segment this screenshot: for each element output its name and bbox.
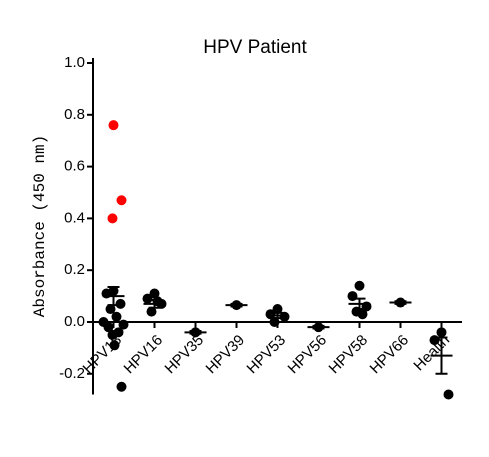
error-bar <box>148 298 161 309</box>
data-point <box>109 340 120 351</box>
data-point <box>105 304 116 315</box>
data-point <box>149 288 160 299</box>
data-point <box>146 306 157 317</box>
x-tick-label: HPV56 <box>285 332 331 378</box>
data-point <box>272 304 283 315</box>
x-tick-label: HPV58 <box>326 332 372 378</box>
y-tick-label: -0.2 <box>59 365 85 382</box>
error-bar <box>394 300 407 305</box>
x-tick-label: HPV16 <box>121 332 167 378</box>
x-tick-label: HPV39 <box>203 332 249 378</box>
data-point <box>115 298 126 309</box>
error-bar <box>435 336 448 375</box>
data-point <box>118 319 129 330</box>
y-tick-label: 0.6 <box>64 158 85 175</box>
y-tick-label: 0.8 <box>64 106 85 123</box>
data-point <box>103 322 114 333</box>
x-tick-label: HPV53 <box>244 332 290 378</box>
data-point <box>269 316 280 327</box>
data-point <box>108 120 119 131</box>
y-tick-label: 0.4 <box>64 209 85 226</box>
chart-title: HPV Patient <box>203 37 307 58</box>
data-point <box>107 213 118 224</box>
data-point <box>111 311 122 322</box>
error-bar <box>353 297 366 311</box>
data-point <box>142 293 153 304</box>
x-tick-label: HPV18 <box>80 332 126 378</box>
x-tick-label: HPV66 <box>367 332 413 378</box>
data-point <box>279 311 290 322</box>
y-tick-label: 0.0 <box>64 313 85 330</box>
data-point <box>354 280 365 291</box>
data-point <box>116 195 127 206</box>
error-bar <box>312 324 325 330</box>
y-tick-label: 0.2 <box>64 261 85 278</box>
data-point <box>116 381 127 392</box>
data-point <box>443 389 454 400</box>
error-bar <box>271 311 284 320</box>
error-bar <box>189 330 202 335</box>
data-point <box>357 309 368 320</box>
error-bar <box>107 286 120 307</box>
data-point <box>265 309 276 320</box>
data-point <box>436 327 447 338</box>
y-axis-label: Absorbance (450 nm) <box>31 135 49 317</box>
x-tick-label: HPV35 <box>162 332 208 378</box>
error-bar <box>230 302 243 308</box>
data-point <box>107 329 118 340</box>
y-tick-label: 1.0 <box>64 54 85 71</box>
